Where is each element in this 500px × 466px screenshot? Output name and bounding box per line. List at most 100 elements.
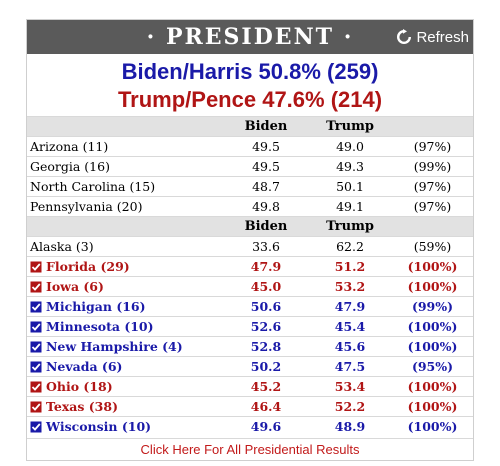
refresh-label: Refresh — [416, 28, 469, 46]
state-name: North Carolina (15) — [30, 179, 156, 194]
checkmark-icon — [30, 261, 42, 273]
reporting-percent: (97%) — [392, 176, 473, 197]
biden-percent: 50.2 — [224, 356, 308, 377]
column-header-row-called: Biden Trump — [27, 216, 473, 237]
checkmark-icon — [30, 421, 42, 433]
state-name: Pennsylvania (20) — [30, 199, 143, 214]
state-row: Wisconsin (10) 49.6 48.9 (100%) — [27, 416, 473, 436]
state-row: Alaska (3) 33.6 62.2 (59%) — [27, 236, 473, 257]
trump-percent: 48.9 — [308, 416, 392, 436]
state-row: Michigan (16) 50.6 47.9 (99%) — [27, 296, 473, 317]
president-results-panel: · PRESIDENT · Refresh Biden/Harris 50.8%… — [26, 19, 474, 461]
column-header-state — [27, 116, 224, 137]
trump-percent: 53.2 — [308, 276, 392, 297]
biden-percent: 52.8 — [224, 336, 308, 357]
reporting-percent: (100%) — [392, 316, 473, 337]
state-name: Michigan (16) — [46, 299, 146, 314]
reporting-percent: (100%) — [392, 256, 473, 277]
checkmark-icon — [30, 281, 42, 293]
state-name-cell: New Hampshire (4) — [27, 336, 224, 357]
state-row: Nevada (6) 50.2 47.5 (95%) — [27, 356, 473, 377]
biden-percent: 46.4 — [224, 396, 308, 417]
header-bar: · PRESIDENT · Refresh — [27, 20, 473, 54]
state-name: Georgia (16) — [30, 159, 110, 174]
reporting-percent: (99%) — [392, 156, 473, 177]
state-name-cell: Minnesota (10) — [27, 316, 224, 337]
state-row: Arizona (11) 49.5 49.0 (97%) — [27, 136, 473, 157]
checkmark-icon — [30, 401, 42, 413]
biden-percent: 45.2 — [224, 376, 308, 397]
state-name-cell: Wisconsin (10) — [27, 416, 224, 436]
reporting-percent: (97%) — [392, 136, 473, 157]
trump-percent: 49.3 — [308, 156, 392, 177]
state-row: Texas (38) 46.4 52.2 (100%) — [27, 396, 473, 417]
state-name-cell: Alaska (3) — [27, 236, 224, 257]
state-row: Iowa (6) 45.0 53.2 (100%) — [27, 276, 473, 297]
checkmark-icon — [30, 301, 42, 313]
state-row: Georgia (16) 49.5 49.3 (99%) — [27, 156, 473, 177]
state-name-cell: Arizona (11) — [27, 136, 224, 157]
reporting-percent: (100%) — [392, 416, 473, 436]
column-header-trump: Trump — [308, 116, 392, 137]
state-row: Florida (29) 47.9 51.2 (100%) — [27, 256, 473, 277]
column-header-biden: Biden — [224, 216, 308, 237]
state-name: Nevada (6) — [46, 359, 123, 374]
trump-percent: 52.2 — [308, 396, 392, 417]
biden-percent: 47.9 — [224, 256, 308, 277]
state-name: Ohio (18) — [46, 379, 113, 394]
reporting-percent: (99%) — [392, 296, 473, 317]
refresh-button[interactable]: Refresh — [396, 20, 469, 54]
checkmark-icon — [30, 361, 42, 373]
refresh-icon — [397, 29, 412, 44]
state-name-cell: North Carolina (15) — [27, 176, 224, 197]
results-table: Biden Trump Arizona (11) 49.5 49.0 (97%) Georg… — [27, 116, 473, 436]
summary: Biden/Harris 50.8% (259) Trump/Pence 47.… — [27, 58, 473, 114]
state-name-cell: Florida (29) — [27, 256, 224, 277]
trump-percent: 51.2 — [308, 256, 392, 277]
trump-percent: 62.2 — [308, 236, 392, 257]
state-name: Minnesota (10) — [46, 319, 154, 334]
biden-percent: 33.6 — [224, 236, 308, 257]
column-header-biden: Biden — [224, 116, 308, 137]
trump-percent: 49.0 — [308, 136, 392, 157]
biden-percent: 50.6 — [224, 296, 308, 317]
state-name: Alaska (3) — [30, 239, 94, 254]
trump-percent: 50.1 — [308, 176, 392, 197]
trump-percent: 47.9 — [308, 296, 392, 317]
state-row: Pennsylvania (20) 49.8 49.1 (97%) — [27, 196, 473, 217]
checkmark-icon — [30, 381, 42, 393]
checkmark-icon — [30, 321, 42, 333]
reporting-percent: (100%) — [392, 276, 473, 297]
trump-percent: 49.1 — [308, 196, 392, 217]
column-header-row-pending: Biden Trump — [27, 116, 473, 137]
rep-ticket-total: Trump/Pence 47.6% (214) — [117, 87, 383, 112]
header-title: · PRESIDENT · — [146, 24, 354, 50]
state-name-cell: Michigan (16) — [27, 296, 224, 317]
reporting-percent: (97%) — [392, 196, 473, 217]
reporting-percent: (100%) — [392, 376, 473, 397]
state-name-cell: Iowa (6) — [27, 276, 224, 297]
state-name: Texas (38) — [46, 399, 118, 414]
dem-ticket-total: Biden/Harris 50.8% (259) — [121, 59, 379, 84]
column-header-reporting — [392, 116, 473, 137]
all-results-link[interactable]: Click Here For All Presidential Results — [27, 438, 473, 460]
state-row: Ohio (18) 45.2 53.4 (100%) — [27, 376, 473, 397]
biden-percent: 49.8 — [224, 196, 308, 217]
trump-percent: 53.4 — [308, 376, 392, 397]
column-header-reporting — [392, 216, 473, 237]
trump-percent: 45.4 — [308, 316, 392, 337]
reporting-percent: (100%) — [392, 336, 473, 357]
biden-percent: 48.7 — [224, 176, 308, 197]
state-row: North Carolina (15) 48.7 50.1 (97%) — [27, 176, 473, 197]
state-name: Wisconsin (10) — [46, 419, 152, 434]
reporting-percent: (100%) — [392, 396, 473, 417]
reporting-percent: (95%) — [392, 356, 473, 377]
trump-percent: 47.5 — [308, 356, 392, 377]
state-name: Arizona (11) — [30, 139, 109, 154]
state-name: Florida (29) — [46, 259, 130, 274]
column-header-state — [27, 216, 224, 237]
reporting-percent: (59%) — [392, 236, 473, 257]
trump-percent: 45.6 — [308, 336, 392, 357]
state-name: Iowa (6) — [46, 279, 104, 294]
biden-percent: 49.5 — [224, 136, 308, 157]
